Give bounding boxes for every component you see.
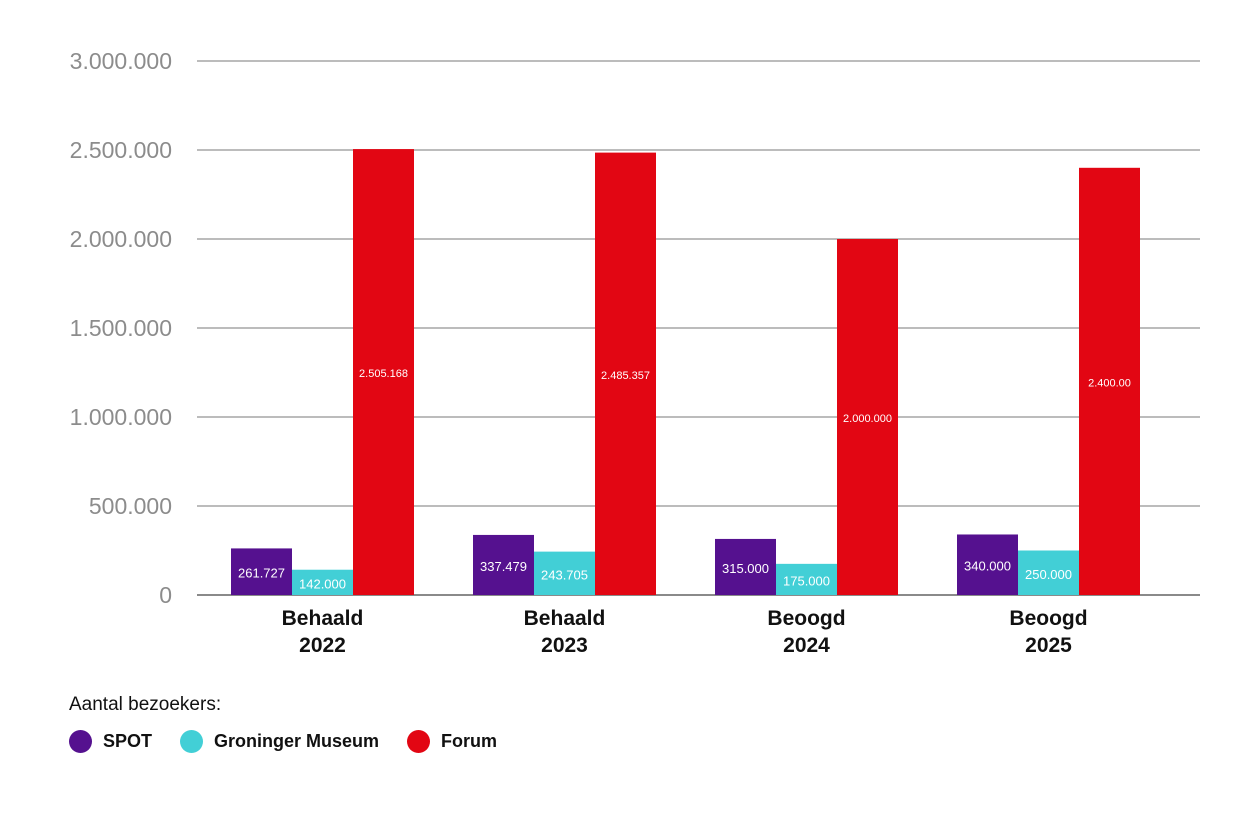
legend-title: Aantal bezoekers:: [69, 694, 222, 715]
bar: [595, 152, 656, 596]
y-tick-label: 2.500.000: [70, 137, 172, 163]
legend-label-forum: Forum: [441, 731, 498, 751]
legend-items: SPOT Groninger Museum Forum: [69, 730, 525, 753]
x-tick-label: 2025: [1025, 634, 1072, 657]
legend-item-groninger-museum: Groninger Museum: [180, 730, 379, 753]
x-tick-label: Behaald: [282, 607, 364, 630]
legend-item-forum: Forum: [407, 730, 497, 753]
y-tick-label: 0: [159, 582, 172, 608]
bar: [292, 569, 353, 595]
legend-item-spot: SPOT: [69, 730, 152, 753]
x-tick-label: 2024: [783, 634, 830, 657]
data-label: 261.727: [238, 566, 285, 581]
data-label: 2.505.168: [359, 368, 408, 380]
bar: [837, 239, 898, 595]
data-label: 243.705: [541, 567, 588, 582]
y-tick-label: 500.000: [89, 493, 172, 519]
x-tick-label: 2023: [541, 634, 588, 657]
data-label: 175.000: [783, 573, 830, 588]
data-label: 315.000: [722, 561, 769, 576]
legend-label-spot: SPOT: [103, 731, 153, 751]
data-label: 2.000.000: [843, 413, 892, 425]
x-tick-label: Beoogd: [767, 607, 845, 630]
y-tick-label: 1.000.000: [70, 404, 172, 430]
bar: [231, 548, 292, 595]
data-label: 250.000: [1025, 567, 1072, 582]
bar: [957, 534, 1018, 595]
y-tick-label: 1.500.000: [70, 315, 172, 341]
bar: [473, 534, 534, 595]
x-tick-label: 2022: [299, 634, 346, 657]
legend-swatch-spot: [69, 730, 92, 753]
x-tick-label: Behaald: [524, 607, 606, 630]
data-label: 337.479: [480, 559, 527, 574]
legend-swatch-groninger-museum: [180, 730, 204, 753]
bar: [1079, 167, 1140, 596]
data-label: 340.000: [964, 559, 1011, 574]
data-label: 2.400.00: [1088, 377, 1131, 389]
y-tick-label: 2.000.000: [70, 226, 172, 252]
data-label: 2.485.357: [601, 370, 650, 382]
legend-swatch-forum: [407, 730, 431, 753]
legend-label-groninger-museum: Groninger Museum: [214, 731, 380, 751]
y-tick-label: 3.000.000: [70, 48, 172, 74]
data-label: 142.000: [299, 576, 346, 591]
legend: Aantal bezoekers: SPOT Groninger Museum …: [69, 694, 525, 753]
bar: [534, 551, 595, 595]
bar: [1018, 550, 1079, 595]
x-tick-label: Beoogd: [1009, 607, 1087, 630]
bar: [353, 149, 414, 596]
bar: [776, 563, 837, 595]
bar-chart: 0 500.000 1.000.000 1.500.000 2.000.000 2.500…: [70, 48, 1200, 657]
bar: [715, 538, 776, 595]
